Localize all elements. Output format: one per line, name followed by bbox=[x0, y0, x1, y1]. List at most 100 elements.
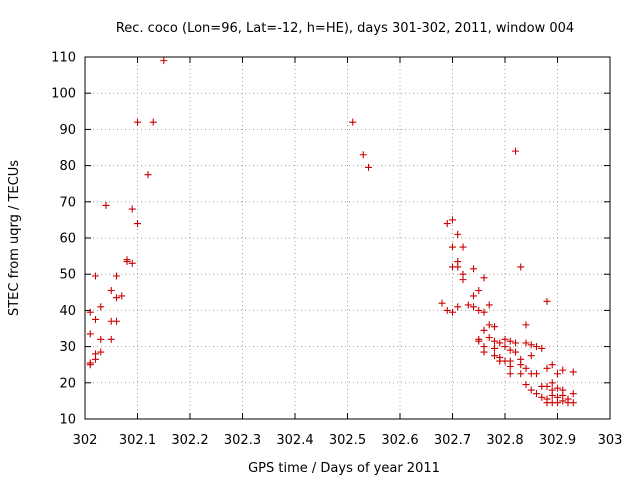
data-point bbox=[522, 364, 530, 372]
data-point bbox=[134, 118, 141, 126]
data-point bbox=[475, 306, 483, 314]
data-point bbox=[506, 363, 514, 371]
y-tick-label: 90 bbox=[59, 123, 76, 138]
data-point bbox=[454, 263, 462, 271]
data-point bbox=[470, 292, 477, 300]
x-tick-label: 302.8 bbox=[486, 433, 523, 448]
data-point bbox=[496, 339, 504, 347]
data-point bbox=[97, 348, 105, 356]
x-tick-label: 302 bbox=[73, 433, 98, 448]
data-point bbox=[533, 390, 540, 398]
y-tick-label: 20 bbox=[59, 376, 76, 391]
data-point bbox=[123, 258, 131, 266]
x-tick-label: 303 bbox=[598, 433, 623, 448]
data-point bbox=[475, 337, 483, 345]
data-point bbox=[97, 335, 105, 343]
data-point bbox=[506, 337, 514, 345]
data-point bbox=[527, 352, 535, 360]
data-point bbox=[438, 299, 446, 307]
x-tick-label: 302.1 bbox=[119, 433, 156, 448]
data-point bbox=[92, 315, 99, 323]
data-point bbox=[527, 341, 535, 349]
data-point bbox=[443, 220, 451, 228]
y-tick-label: 30 bbox=[59, 340, 76, 355]
x-tick-label: 302.2 bbox=[171, 433, 208, 448]
data-point bbox=[107, 286, 115, 294]
data-point bbox=[548, 361, 556, 369]
data-point bbox=[512, 147, 519, 155]
data-point bbox=[491, 337, 498, 345]
y-axis: 10 20 30 40 50 60 70 80 90 100 110 bbox=[51, 51, 610, 428]
data-point bbox=[86, 308, 94, 316]
data-point bbox=[449, 216, 456, 224]
data-point bbox=[527, 386, 535, 394]
data-point bbox=[349, 118, 357, 126]
y-tick-label: 60 bbox=[59, 232, 76, 247]
y-tick-label: 100 bbox=[51, 87, 76, 102]
data-point bbox=[480, 308, 488, 316]
data-point bbox=[522, 321, 530, 329]
data-point bbox=[113, 294, 120, 302]
data-point bbox=[480, 348, 488, 356]
data-point bbox=[538, 344, 546, 352]
data-point bbox=[443, 306, 451, 314]
x-tick-label: 302.7 bbox=[434, 433, 471, 448]
data-point bbox=[501, 343, 509, 351]
data-point bbox=[480, 326, 488, 334]
data-point bbox=[554, 384, 561, 392]
data-point bbox=[160, 57, 168, 65]
data-point bbox=[538, 393, 546, 401]
data-point bbox=[464, 301, 472, 309]
data-point bbox=[569, 368, 577, 376]
x-tick-label: 302.4 bbox=[276, 433, 313, 448]
data-point bbox=[569, 390, 577, 398]
x-axis-label: GPS time / Days of year 2011 bbox=[248, 461, 440, 476]
data-point bbox=[543, 364, 551, 372]
data-point bbox=[97, 303, 105, 311]
data-point bbox=[559, 397, 567, 405]
data-point bbox=[480, 274, 488, 282]
data-point bbox=[501, 335, 509, 343]
data-point bbox=[512, 348, 519, 356]
data-point bbox=[102, 201, 110, 209]
data-point bbox=[554, 370, 561, 378]
data-point bbox=[512, 339, 519, 347]
data-point bbox=[517, 263, 525, 271]
data-point bbox=[134, 220, 141, 228]
y-axis-label: STEC from uqrg / TECUs bbox=[7, 160, 22, 316]
data-point bbox=[485, 321, 493, 329]
data-point bbox=[128, 259, 136, 267]
y-tick-label: 40 bbox=[59, 304, 76, 319]
y-tick-label: 50 bbox=[59, 268, 76, 283]
y-tick-label: 110 bbox=[51, 51, 76, 66]
data-point bbox=[359, 151, 367, 159]
data-point bbox=[470, 265, 477, 273]
data-point bbox=[554, 399, 561, 407]
x-tick-label: 302.5 bbox=[329, 433, 366, 448]
data-point bbox=[475, 286, 483, 294]
data-point bbox=[506, 370, 514, 378]
data-point bbox=[522, 339, 530, 347]
data-point bbox=[491, 344, 498, 352]
data-point bbox=[449, 243, 456, 251]
data-point bbox=[522, 381, 530, 389]
data-point bbox=[491, 323, 498, 331]
data-point bbox=[92, 355, 99, 363]
x-tick-label: 302.9 bbox=[539, 433, 576, 448]
data-point bbox=[113, 272, 120, 280]
data-point bbox=[128, 205, 136, 213]
data-point bbox=[543, 382, 551, 390]
y-tick-label: 70 bbox=[59, 195, 76, 210]
x-axis: 302 302.1 302.2 302.3 302.4 302.5 302.6 302.7 30… bbox=[73, 57, 623, 448]
data-point bbox=[559, 366, 567, 374]
data-point bbox=[454, 230, 462, 238]
data-point bbox=[517, 361, 525, 369]
data-point bbox=[92, 272, 99, 280]
data-point bbox=[543, 297, 551, 305]
data-point bbox=[485, 301, 493, 309]
grid-lines bbox=[85, 57, 610, 419]
data-point bbox=[548, 379, 556, 387]
y-tick-label: 80 bbox=[59, 159, 76, 174]
data-point bbox=[86, 361, 94, 369]
data-point bbox=[533, 343, 540, 351]
